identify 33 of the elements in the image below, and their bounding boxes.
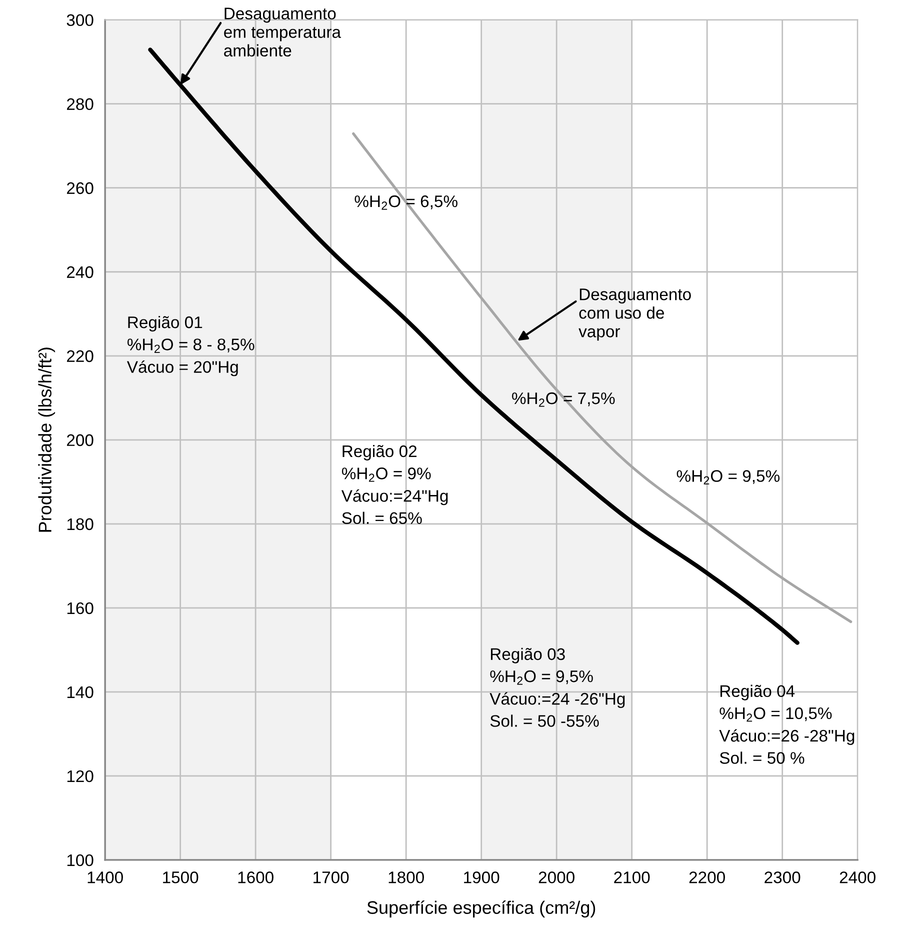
x-axis-title: Superfície específica (cm²/g): [367, 900, 596, 918]
x-tick-label: 2400: [840, 872, 876, 884]
x-tick-label: 1400: [88, 872, 123, 884]
y-axis-title: Produtividade (lbs/h/ft²): [38, 348, 56, 532]
x-tick-label: 2000: [538, 872, 574, 884]
x-tick-label: 2100: [614, 872, 650, 884]
y-tick-label: 140: [67, 686, 94, 698]
annotation: Desaguamento com uso de vapor: [578, 288, 691, 341]
annotation: %H$_{2}$O = 6,5%: [354, 195, 458, 210]
y-tick-label: 120: [67, 770, 94, 782]
y-tick-label: 300: [66, 14, 94, 26]
y-tick-label: 240: [66, 266, 94, 278]
x-tick-label: 1800: [388, 872, 424, 884]
y-tick-label: 280: [66, 98, 94, 110]
y-tick-label: 220: [66, 350, 94, 362]
annotation: Região 02 %H$_{2}$O = 9% Vácuo:=24"Hg Sol. = 65%: [341, 444, 448, 524]
x-tick-label: 1700: [314, 872, 349, 884]
x-tick-label: 2300: [764, 872, 800, 884]
y-tick-label: 260: [66, 182, 94, 194]
x-tick-label: 2200: [689, 872, 725, 884]
annotation: Região 01 %H$_{2}$O = 8 - 8,5% Vácuo = 20"Hg: [126, 316, 254, 376]
annotation: %H$_{2}$O = 9,5%: [676, 470, 780, 484]
annotation: %H$_{2}$O = 7,5%: [512, 392, 615, 407]
y-tick-label: 200: [66, 434, 94, 446]
annotation: Região 03 %H$_{2}$O = 9,5% Vácuo:=24 -26"Hg Sol. = 50 -55%: [490, 648, 625, 727]
y-tick-label: 160: [67, 602, 94, 614]
x-tick-label: 1900: [464, 872, 500, 884]
x-tick-label: 1600: [238, 872, 274, 884]
y-tick-label: 180: [67, 518, 94, 530]
annotation: Região 04 %H$_{2}$O = 10,5% Vácuo:=26 -28"Hg Sol. = 50 %: [719, 684, 854, 764]
y-tick-label: 100: [67, 854, 94, 866]
annotation: Desaguamento em temperatura ambiente: [224, 8, 342, 57]
x-tick-label: 1500: [163, 872, 198, 884]
